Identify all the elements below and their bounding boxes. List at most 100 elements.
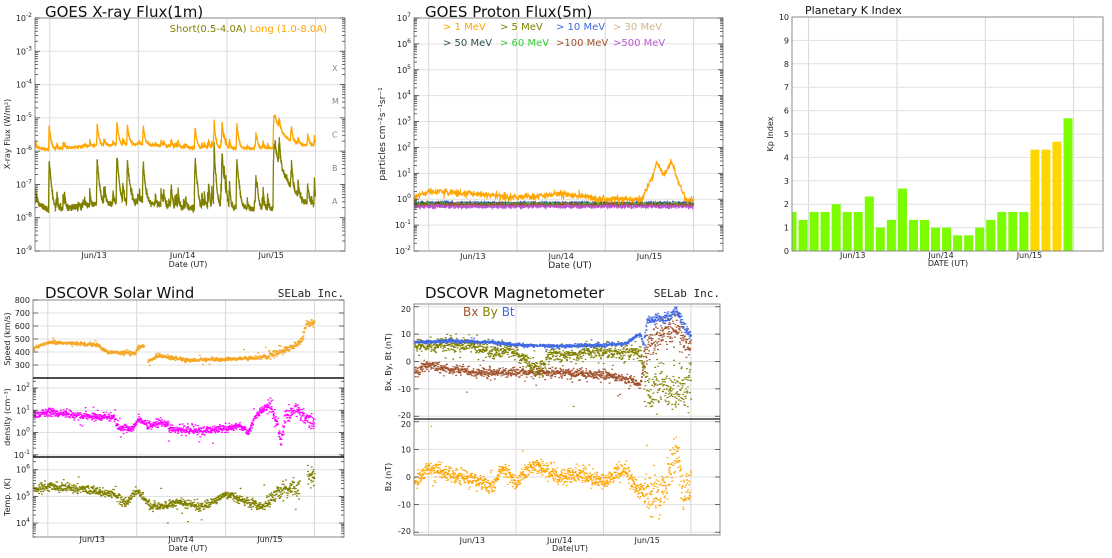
x-tick-label: Jun/13 — [80, 251, 106, 260]
y-tick-label: 10-2 — [395, 245, 411, 256]
plot-background — [33, 378, 344, 457]
tick-exponent: -7 — [26, 178, 32, 185]
y-tick-label: 100 — [397, 193, 411, 204]
plot-background — [35, 18, 345, 251]
kp-bar — [908, 219, 918, 251]
proton-chart-title: GOES Proton Flux(5m) — [425, 3, 592, 21]
bz-y-axis-label: Bz (nT) — [384, 463, 393, 491]
tick-exponent: -8 — [26, 212, 32, 219]
x-tick-label: Jun/13 — [459, 536, 485, 545]
tick-exponent: 7 — [407, 12, 411, 19]
kp-bar — [1019, 211, 1029, 251]
mag-credit: SELab Inc. — [654, 287, 720, 300]
tick-exponent: 0 — [407, 193, 411, 200]
y-tick-label: 10-9 — [16, 245, 32, 256]
y-tick-label: 106 — [16, 464, 30, 475]
y-tick-label: 300 — [15, 361, 30, 370]
tick-exponent: 6 — [26, 464, 30, 471]
tick-exponent: -4 — [26, 79, 32, 86]
y-tick-label: 103 — [397, 116, 411, 127]
wind-chart-title: DSCOVR Solar Wind — [45, 284, 194, 302]
x-tick-label: Jun/15 — [256, 535, 282, 544]
y-tick-label: -20 — [398, 411, 411, 420]
kp-bar — [1008, 211, 1018, 251]
tick-exponent: -5 — [26, 112, 32, 119]
b-y-axis-label: Bx, By, Bt (nT) — [384, 333, 393, 391]
tick-exponent: 1 — [407, 167, 411, 174]
tick-exponent: 5 — [407, 64, 411, 71]
mag-chart-title: DSCOVR Magnetometer — [425, 284, 605, 302]
proton-legend-entry: > 10 MeV — [556, 22, 605, 33]
proton-x-axis-label: Date (UT) — [548, 261, 591, 271]
kp-bar — [820, 211, 830, 251]
kp-bar — [853, 211, 863, 251]
tick-exponent: -6 — [26, 145, 32, 152]
y-tick-label: 5 — [784, 130, 789, 139]
x-tick-label: Jun/14 — [547, 252, 573, 261]
proton-legend-entry: > 5 MeV — [500, 22, 543, 33]
tick-exponent: -9 — [26, 245, 32, 252]
kp-bar — [842, 211, 852, 251]
legend-bx: Bx — [463, 305, 478, 319]
x-tick-label: Jun/14 — [167, 535, 193, 544]
tick-exponent: -2 — [405, 245, 411, 252]
tick-exponent: 6 — [407, 38, 411, 45]
xray-series-short — [35, 137, 317, 214]
proton-legend-entry: > 60 MeV — [500, 38, 549, 49]
tick-exponent: -1 — [24, 449, 30, 456]
proton-legend-entry: >100 MeV — [556, 38, 608, 49]
x-tick-label: Jun/13 — [839, 251, 865, 260]
x-tick-label: Jun/15 — [633, 536, 659, 545]
x-tick-label: Jun/15 — [258, 251, 284, 260]
kp-bar — [886, 219, 896, 251]
y-tick-label: 10-4 — [16, 79, 32, 90]
y-tick-label: 800 — [15, 296, 30, 305]
y-tick-label: 104 — [397, 90, 411, 101]
data-layer — [33, 114, 1073, 524]
kp-bar — [975, 227, 985, 251]
speed-y-axis-label: Speed (km/s) — [3, 312, 12, 365]
tick-exponent: -1 — [405, 219, 411, 226]
y-tick-label: 1 — [784, 224, 789, 233]
proton-y-axis-label: particles cm⁻²s⁻¹sr⁻¹ — [378, 87, 388, 181]
y-tick-label: 700 — [15, 309, 30, 318]
y-tick-label: 104 — [16, 517, 30, 528]
y-tick-label: 0 — [406, 473, 411, 482]
tick-exponent: 4 — [26, 517, 30, 524]
x-tick-label: Jun/15 — [636, 252, 662, 261]
xray-legend: Short(0.5-4.0A) Long (1.0-8.0A) — [170, 24, 327, 35]
flare-class-label: B — [332, 164, 338, 173]
legend-bt: Bt — [502, 305, 515, 319]
kp-bar — [964, 235, 974, 251]
legend-short: Short(0.5-4.0A) — [170, 24, 247, 35]
mag-legend: Bx By Bt — [463, 305, 515, 319]
kp-bar — [809, 211, 819, 251]
y-tick-label: 106 — [397, 38, 411, 49]
kp-bar — [997, 211, 1007, 251]
y-tick-label: 8 — [784, 60, 789, 69]
tick-exponent: 5 — [26, 490, 30, 497]
y-tick-label: -10 — [398, 385, 411, 394]
tick-exponent: 2 — [26, 382, 30, 389]
proton-legend: > 1 MeV > 5 MeV > 10 MeV > 30 MeV > 50 MeV > … — [443, 22, 665, 49]
y-tick-label: 20 — [401, 305, 411, 314]
y-tick-label: 107 — [397, 12, 411, 23]
y-tick-label: 101 — [16, 404, 30, 415]
kp-bar — [942, 227, 952, 251]
tick-exponent: 2 — [407, 141, 411, 148]
y-tick-label: 3 — [784, 177, 789, 186]
kp-bar — [919, 219, 930, 251]
kp-bar — [792, 211, 797, 251]
y-tick-label: 10-5 — [16, 112, 32, 123]
y-tick-label: 6 — [784, 107, 789, 116]
y-tick-label: 10 — [779, 13, 789, 22]
kp-bar — [875, 227, 885, 251]
mag-x-axis-label: Date(UT) — [552, 544, 588, 553]
flare-class-label: C — [332, 131, 338, 140]
kp-bar — [1030, 149, 1040, 251]
kp-bar — [897, 188, 907, 251]
kp-bar — [864, 196, 874, 251]
legend-long: Long (1.0-8.0A) — [250, 24, 328, 35]
